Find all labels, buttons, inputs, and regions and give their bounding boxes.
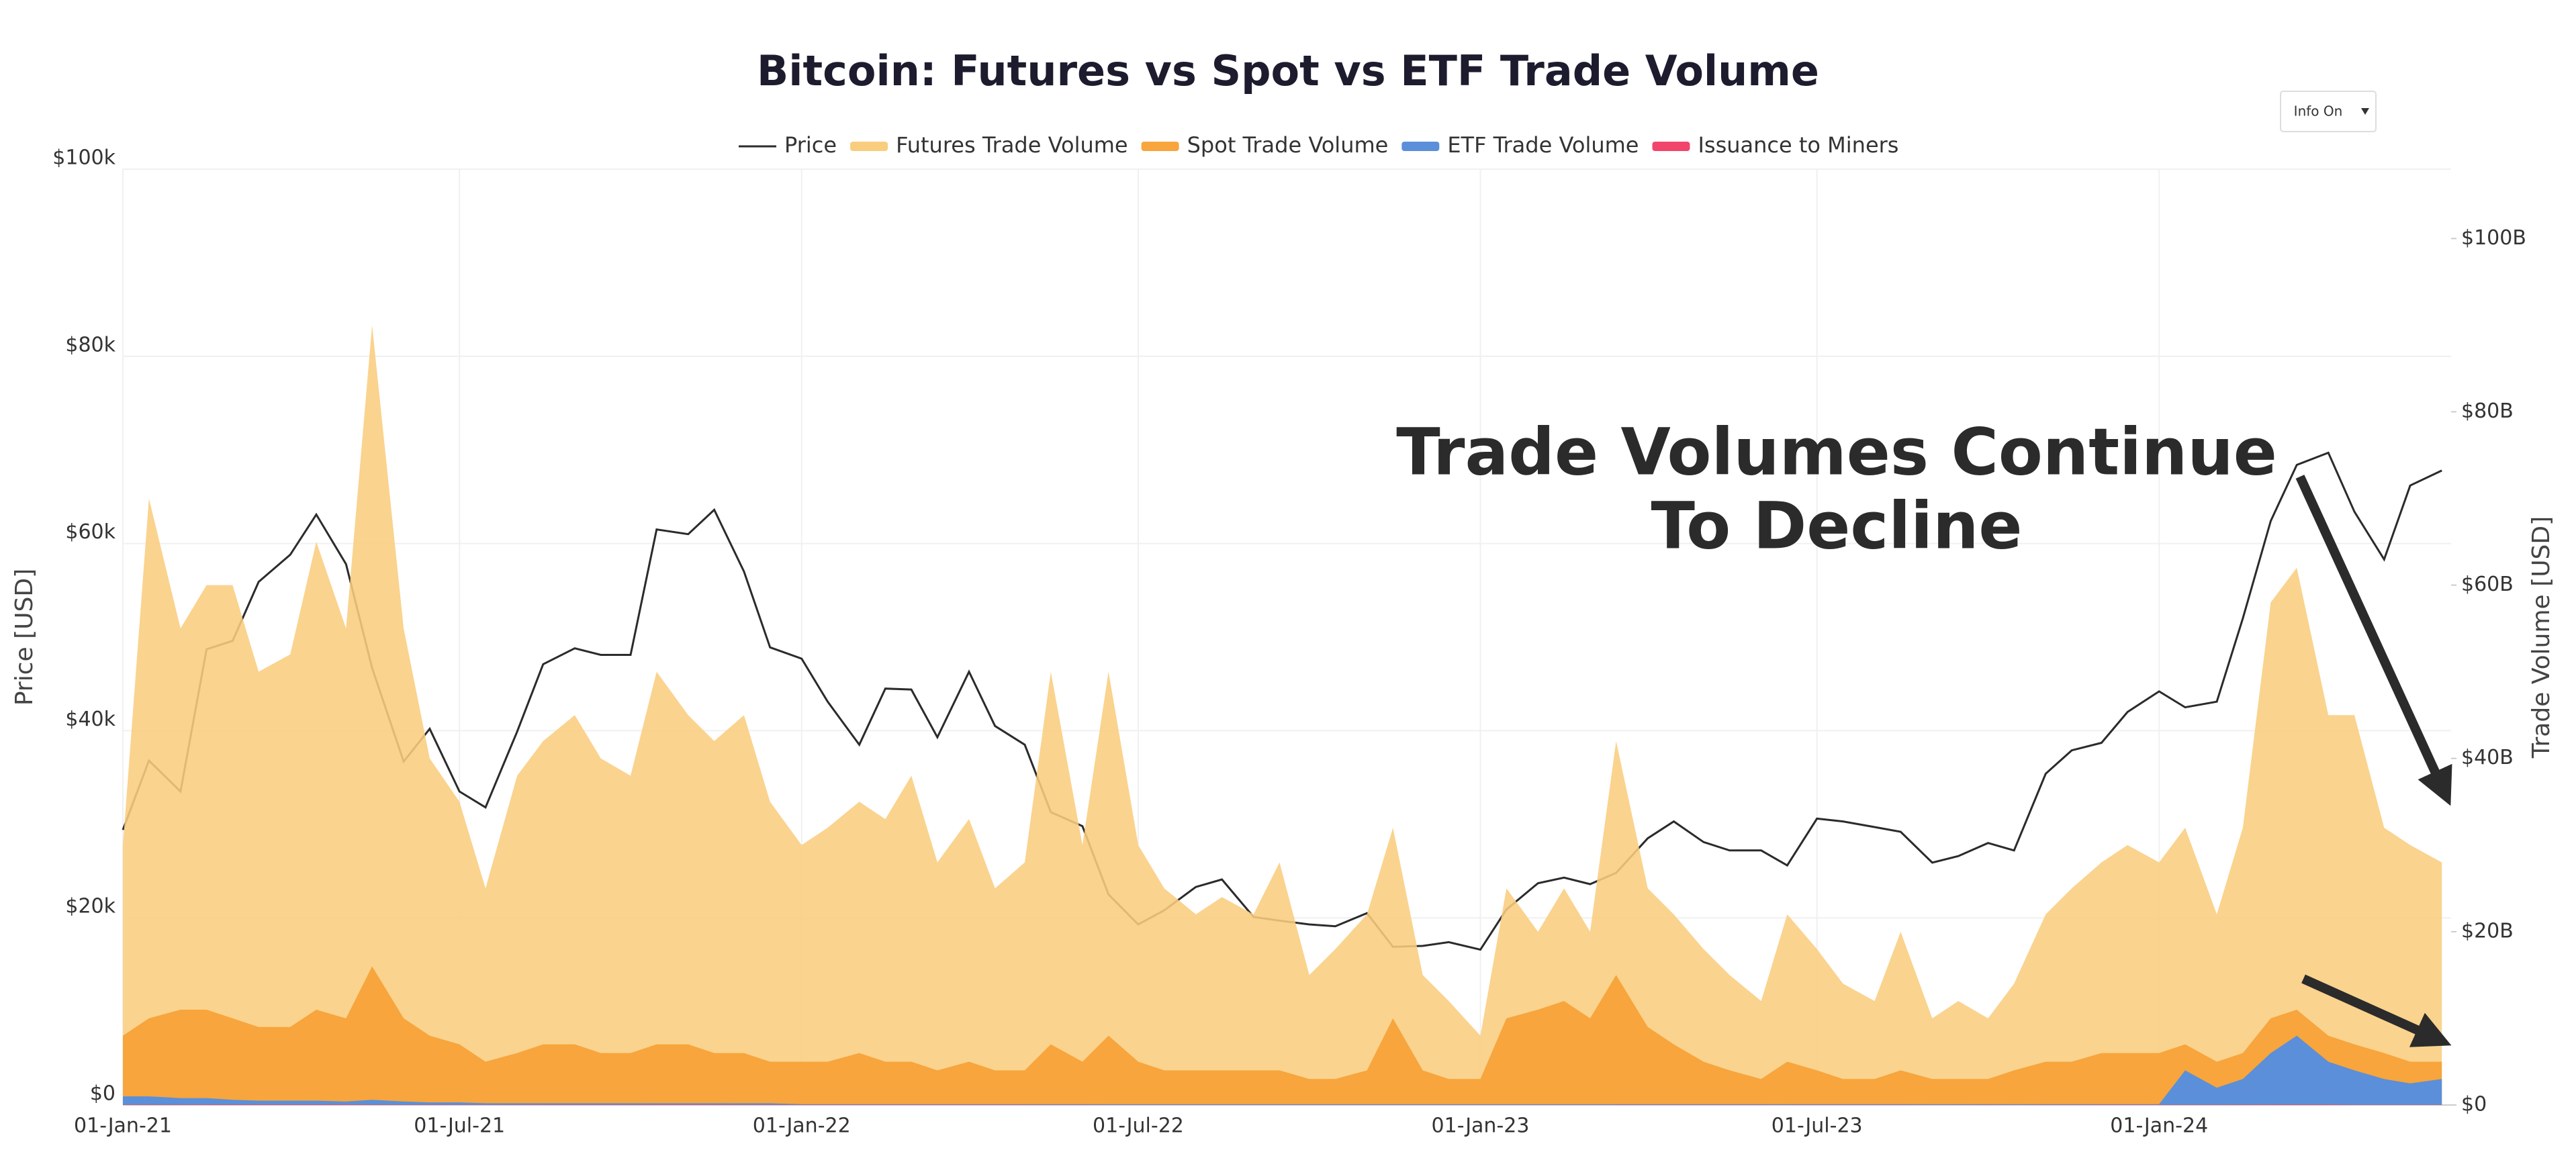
x-tick-label: 01-Jul-22 [1093,1114,1184,1138]
x-tick-label: 01-Jul-23 [1772,1114,1863,1138]
legend-swatch [1141,142,1179,151]
y2-tick-label: $0 [2461,1093,2487,1116]
button-caret[interactable] [2361,108,2369,115]
y-tick-label: $60k [65,520,116,544]
volume-area [123,966,2442,1105]
legend-item: Futures Trade Volume [850,132,1128,158]
y-tick-label: $20k [65,895,116,918]
y2-axis-label: Trade Volume [USD] [2528,516,2555,759]
annotation: Trade Volumes Continue [1396,414,2277,489]
annotation-arrow [2295,475,2452,806]
legend-swatch [850,142,888,151]
plot-area [122,325,2442,1105]
legend-label: Issuance to Miners [1698,132,1898,158]
x-tick-label: 01-Jan-22 [753,1114,851,1138]
x-tick-label: 01-Jan-23 [1432,1114,1530,1138]
chart-title: Bitcoin: Futures vs Spot vs ETF Trade Vo… [757,46,1819,95]
volume-area [123,325,2442,1105]
legend-label: Price [784,132,837,158]
y2-tick-label: $40B [2461,746,2514,769]
legend-item: Spot Trade Volume [1141,132,1389,158]
y-axis-label: Price [USD] [11,569,38,706]
x-tick-label: 01-Jan-24 [2110,1114,2208,1138]
y-tick-label: $40k [65,708,116,731]
info-button[interactable]: Info On [2280,91,2377,132]
y2-tick-label: $20B [2461,919,2514,943]
y2-tick-label: $100B [2461,226,2526,250]
legend-item: Price [739,132,837,158]
legend-label: Futures Trade Volume [896,132,1128,158]
volume-area [123,1104,2442,1105]
annotation-arrow [2301,974,2452,1047]
legend-label: Spot Trade Volume [1187,132,1389,158]
legend-label: ETF Trade Volume [1447,132,1639,158]
y2-tick-label: $80B [2461,399,2514,423]
legend-swatch [1401,142,1440,151]
legend-item: Issuance to Miners [1652,132,1898,158]
y-tick-label: $80k [65,333,116,356]
x-tick-label: 01-Jan-21 [74,1114,172,1138]
legend-item: ETF Trade Volume [1401,132,1639,158]
button-box[interactable] [2280,91,2377,132]
y2-tick-label: $60B [2461,573,2514,596]
y-tick-label: $100k [52,146,116,170]
legend: Price Futures Trade Volume Spot Trade Volu… [739,132,1898,158]
annotation: To Decline [1651,488,2022,563]
y-tick-label: $0 [90,1082,116,1106]
legend-swatch [1652,142,1690,151]
volume-area [123,1035,2442,1105]
x-tick-label: 01-Jul-21 [414,1114,505,1138]
button-label[interactable]: Info On [2294,103,2343,119]
